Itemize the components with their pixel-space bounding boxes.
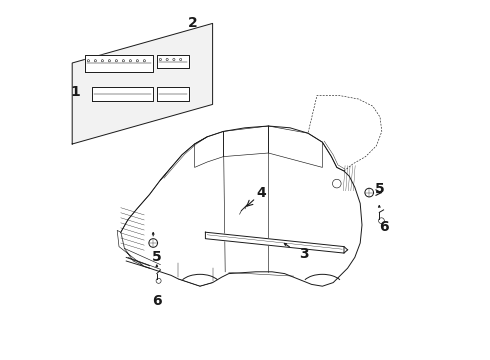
Polygon shape (157, 87, 189, 101)
Text: 1: 1 (71, 85, 81, 99)
Text: 6: 6 (379, 220, 389, 234)
Polygon shape (92, 87, 153, 101)
Polygon shape (157, 55, 189, 68)
Polygon shape (121, 126, 362, 286)
Text: 5: 5 (152, 251, 162, 264)
Polygon shape (72, 23, 213, 144)
Text: 5: 5 (375, 182, 385, 196)
Polygon shape (85, 55, 153, 72)
Polygon shape (117, 230, 144, 266)
Text: 4: 4 (256, 186, 266, 199)
Text: 3: 3 (299, 247, 309, 261)
Text: 2: 2 (188, 17, 197, 30)
Polygon shape (205, 232, 344, 253)
Text: 6: 6 (152, 294, 162, 307)
